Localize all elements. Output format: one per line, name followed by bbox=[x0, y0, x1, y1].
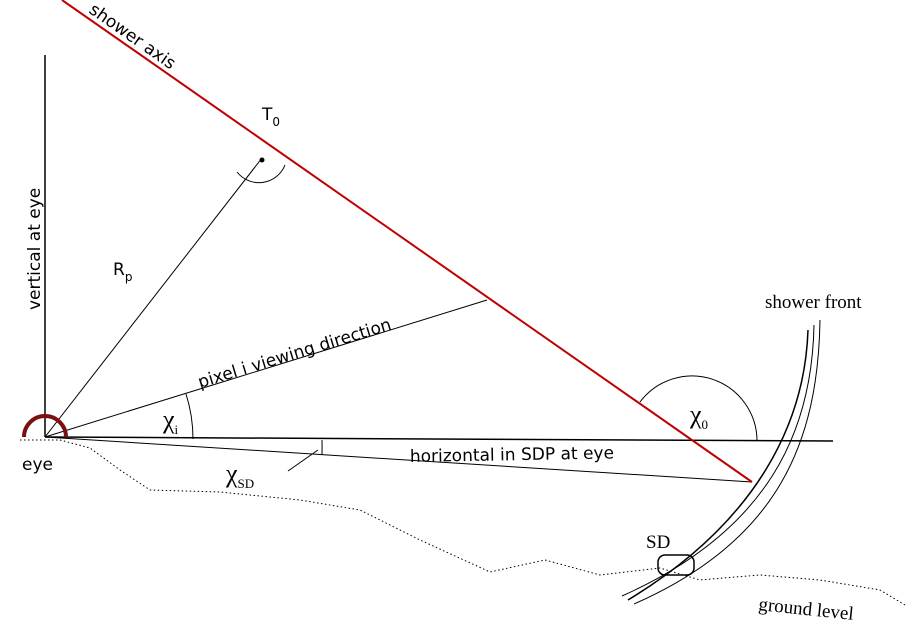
eye-marker bbox=[22, 414, 68, 438]
horizontal-arrow bbox=[44, 436, 834, 442]
right-angle-dot bbox=[259, 157, 265, 163]
right-angle bbox=[236, 164, 286, 184]
chi-i-label: χi bbox=[162, 405, 179, 437]
ground-line bbox=[20, 439, 906, 606]
horizontal-label: horizontal in SDP at eye bbox=[410, 443, 614, 467]
chi-sd-pointer bbox=[287, 449, 319, 472]
rp-line bbox=[44, 157, 263, 438]
eye-label: eye bbox=[22, 455, 53, 475]
ground-label: ground level bbox=[757, 594, 854, 625]
chi-0-label: χ0 bbox=[689, 400, 708, 432]
pixel-label: pixel i viewing direction bbox=[196, 315, 394, 393]
shower-axis bbox=[61, 0, 753, 483]
shower-axis-label: shower axis bbox=[85, 0, 179, 74]
shower-front-2 bbox=[621, 324, 815, 597]
rp-label: Rp bbox=[113, 260, 132, 284]
pixel-line bbox=[44, 299, 488, 438]
shower-front-label: shower front bbox=[765, 292, 862, 313]
shower-front-3 bbox=[633, 319, 821, 605]
sd-line bbox=[44, 436, 753, 483]
sd-detector bbox=[657, 554, 695, 576]
chi-0-arc bbox=[639, 375, 758, 442]
chi-sd-label: χSD bbox=[225, 459, 254, 491]
shower-front bbox=[627, 329, 809, 601]
text: shower axis T0 vertical at eye Rp pixel … bbox=[22, 0, 862, 625]
vertical-label: vertical at eye bbox=[25, 188, 45, 310]
lines bbox=[20, 0, 906, 606]
chi-i-arc bbox=[185, 393, 194, 440]
t0-label: T0 bbox=[261, 105, 280, 129]
sd-label: SD bbox=[646, 532, 670, 553]
